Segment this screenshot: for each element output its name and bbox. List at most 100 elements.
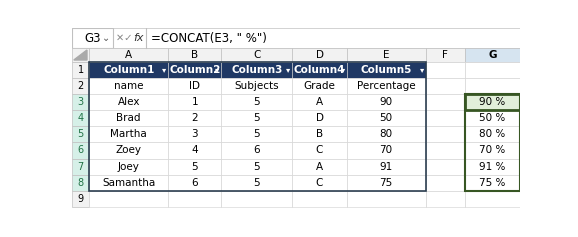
Bar [425, 191, 465, 207]
Text: 80 %: 80 % [480, 129, 506, 139]
Text: 70 %: 70 % [480, 146, 506, 155]
Bar [425, 94, 465, 110]
Text: 5: 5 [254, 162, 260, 172]
Bar [292, 175, 347, 191]
Bar [89, 62, 168, 78]
Text: C: C [316, 146, 323, 155]
Text: Subjects: Subjects [235, 81, 279, 91]
Bar [168, 126, 221, 142]
Bar [465, 48, 520, 62]
Bar [292, 159, 347, 175]
Bar [221, 126, 292, 142]
Bar [89, 175, 168, 191]
Text: Joey: Joey [118, 162, 140, 172]
Bar [292, 191, 347, 207]
Bar [465, 78, 520, 94]
Text: 8: 8 [77, 178, 84, 188]
Bar [292, 48, 347, 62]
Text: Zoey: Zoey [116, 146, 142, 155]
Bar [465, 94, 520, 191]
Text: 9: 9 [77, 194, 84, 204]
Text: Column2: Column2 [169, 65, 220, 75]
Bar [465, 110, 520, 126]
Text: 91: 91 [380, 162, 392, 172]
Text: Brad: Brad [117, 113, 141, 123]
Bar [221, 142, 292, 159]
Bar [89, 48, 168, 62]
Text: 1: 1 [191, 97, 198, 107]
Bar [465, 94, 520, 110]
Text: 1: 1 [77, 65, 84, 75]
Text: 5: 5 [254, 113, 260, 123]
Bar [72, 62, 89, 78]
Bar [168, 175, 221, 191]
Bar [292, 62, 347, 78]
Bar [347, 62, 425, 78]
Bar [425, 142, 465, 159]
Bar [72, 48, 89, 62]
Bar [465, 191, 520, 207]
Bar [72, 28, 520, 48]
Bar [425, 159, 465, 175]
Bar [168, 142, 221, 159]
Bar [221, 159, 292, 175]
Bar [72, 142, 89, 159]
Text: 4: 4 [191, 146, 198, 155]
Text: ⌄: ⌄ [102, 33, 110, 43]
Text: E: E [383, 50, 390, 60]
Text: 2: 2 [191, 113, 198, 123]
Text: G3: G3 [84, 32, 101, 45]
Bar [347, 159, 425, 175]
Bar [347, 191, 425, 207]
Bar [221, 191, 292, 207]
Bar [425, 175, 465, 191]
Text: A: A [316, 97, 323, 107]
Bar [425, 78, 465, 94]
Bar [168, 78, 221, 94]
Bar [465, 175, 520, 191]
Text: ▾: ▾ [287, 65, 291, 74]
Bar [89, 62, 425, 191]
Bar [168, 110, 221, 126]
Bar [347, 142, 425, 159]
Bar [465, 126, 520, 142]
Bar [425, 126, 465, 142]
Bar [72, 191, 89, 207]
Bar [221, 110, 292, 126]
Bar [465, 142, 520, 159]
Text: Samantha: Samantha [102, 178, 155, 188]
Text: 2: 2 [77, 81, 84, 91]
Text: C: C [316, 178, 323, 188]
Bar [72, 94, 89, 110]
Text: 75: 75 [380, 178, 392, 188]
Bar [89, 142, 168, 159]
Bar [292, 110, 347, 126]
Text: Martha: Martha [110, 129, 147, 139]
Bar [292, 94, 347, 110]
Text: A: A [316, 162, 323, 172]
Text: Alex: Alex [117, 97, 140, 107]
Bar [89, 126, 168, 142]
Bar [465, 94, 520, 110]
Bar [72, 28, 113, 48]
Bar [292, 126, 347, 142]
Bar [72, 110, 89, 126]
Text: F: F [442, 50, 448, 60]
Bar [168, 62, 221, 78]
Text: 6: 6 [77, 146, 84, 155]
Text: Percentage: Percentage [357, 81, 416, 91]
Bar [168, 48, 221, 62]
Bar [89, 191, 168, 207]
Bar [168, 191, 221, 207]
Text: name: name [114, 81, 143, 91]
Bar [72, 126, 89, 142]
Bar [72, 78, 89, 94]
Text: Column4: Column4 [294, 65, 345, 75]
Bar [221, 48, 292, 62]
Polygon shape [74, 50, 87, 60]
Text: 91 %: 91 % [479, 162, 506, 172]
Text: D: D [316, 113, 324, 123]
Text: 90 %: 90 % [480, 97, 506, 107]
Text: fx: fx [133, 33, 143, 43]
Text: B: B [191, 50, 198, 60]
